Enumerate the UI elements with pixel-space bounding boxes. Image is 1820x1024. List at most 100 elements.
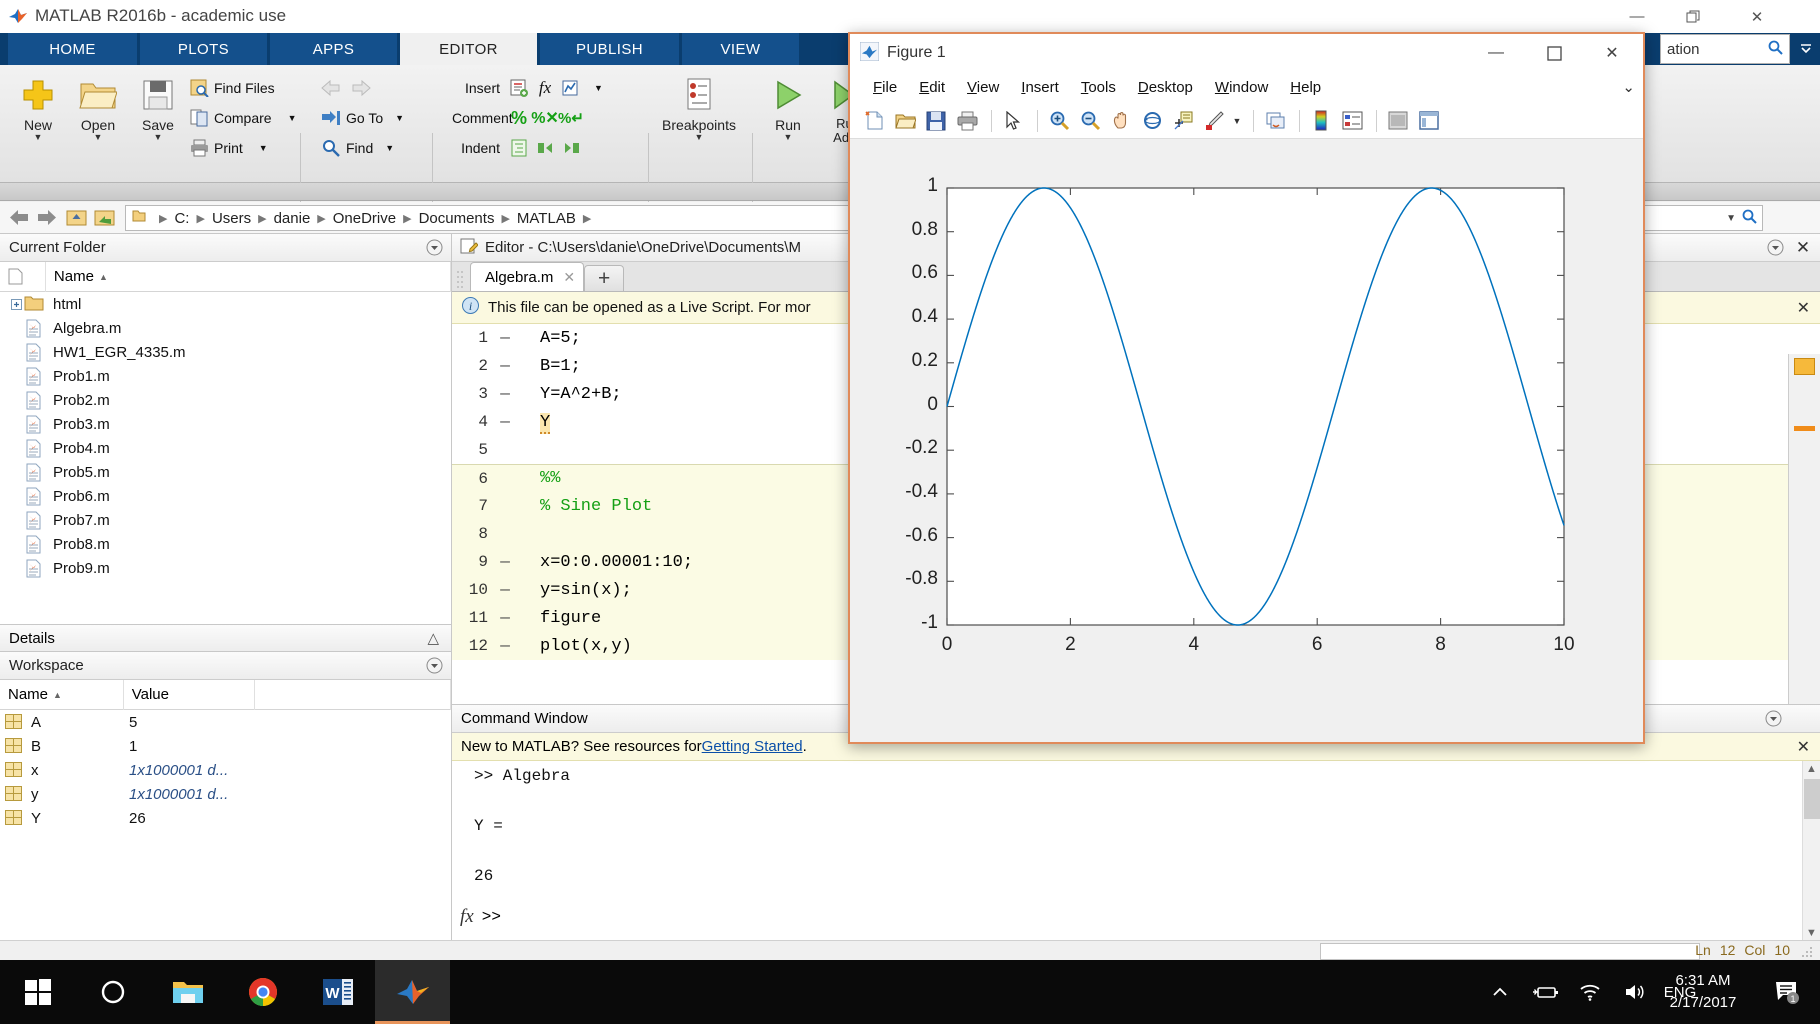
colorbar-icon[interactable] [1307, 108, 1335, 134]
workspace-row[interactable]: y 1x1000001 d... [0, 782, 451, 806]
notifications-button[interactable]: 1 [1762, 960, 1812, 1024]
menu-file[interactable]: File [873, 79, 898, 96]
insert-dropdown-icon[interactable]: ▼ [594, 83, 603, 93]
analyzer-warning-mark[interactable] [1794, 426, 1815, 431]
path-search-icon[interactable] [1741, 208, 1758, 229]
command-window-options-icon[interactable] [1765, 710, 1782, 731]
file-list-item[interactable]: Prob3.m [0, 412, 451, 436]
link-plot-icon[interactable] [1261, 108, 1289, 134]
file-list-item[interactable]: Prob2.m [0, 388, 451, 412]
folder-up-icon[interactable] [66, 208, 88, 231]
print-figure-icon[interactable] [953, 108, 981, 134]
scroll-up-icon[interactable]: ▲ [1806, 763, 1817, 775]
matlab-taskbar-button[interactable] [375, 960, 450, 1024]
close-icon[interactable]: ✕ [563, 268, 576, 285]
new-figure-icon[interactable] [860, 108, 888, 134]
pan-icon[interactable] [1107, 108, 1135, 134]
insert-script-icon[interactable] [508, 78, 530, 98]
workspace-column-value[interactable]: Value [124, 679, 256, 710]
go-to-dropdown-icon[interactable]: ▼ [395, 113, 405, 123]
file-list-item[interactable]: Prob7.m [0, 508, 451, 532]
menu-window[interactable]: Window [1214, 79, 1269, 96]
comment-percent-icon[interactable]: % [510, 107, 527, 128]
ribbon-tab-plots[interactable]: PLOTS [140, 33, 268, 65]
workspace-row[interactable]: Y 26 [0, 806, 451, 830]
print-dropdown-icon[interactable]: ▼ [258, 143, 268, 153]
resize-grip-icon[interactable] [1801, 945, 1814, 962]
column-name[interactable]: Name ▲ [46, 261, 451, 292]
close-button[interactable]: ✕ [1750, 8, 1764, 26]
command-window-scrollbar[interactable]: ▲ ▼ [1802, 761, 1820, 941]
banner-close-icon[interactable]: ✕ [1796, 299, 1810, 317]
scrollbar-thumb[interactable] [1804, 779, 1820, 819]
navigate-back-button[interactable] [320, 75, 346, 101]
editor-options-icon[interactable] [1764, 237, 1786, 259]
breakpoints-button[interactable]: Breakpoints ▼ [660, 73, 738, 142]
file-list-item[interactable]: HW1_EGR_4335.m [0, 340, 451, 364]
file-list-item[interactable]: Prob1.m [0, 364, 451, 388]
figure-minimize-button[interactable]: — [1488, 44, 1504, 61]
find-button[interactable]: Find ▼ [320, 135, 394, 161]
save-button[interactable]: Save ▼ [130, 73, 186, 142]
new-button[interactable]: New ▼ [10, 73, 66, 142]
battery-icon[interactable] [1525, 960, 1565, 1024]
wifi-icon[interactable] [1570, 960, 1610, 1024]
rotate-3d-icon[interactable] [1138, 108, 1166, 134]
ribbon-tab-publish[interactable]: PUBLISH [540, 33, 680, 65]
show-hidden-icons-button[interactable] [1480, 960, 1520, 1024]
navigate-forward-button[interactable] [350, 75, 376, 101]
file-list-item[interactable]: Prob9.m [0, 556, 451, 580]
crumb-documents[interactable]: Documents [418, 209, 495, 227]
print-button[interactable]: Print ▼ [188, 135, 268, 161]
path-dropdown-icon[interactable]: ▼ [1726, 212, 1736, 224]
folder-forward-icon[interactable] [36, 208, 58, 231]
uncomment-icon[interactable]: %✕ [531, 110, 559, 127]
ribbon-tab-editor[interactable]: EDITOR [400, 33, 538, 65]
restore-button[interactable] [1665, 0, 1721, 33]
compare-dropdown-icon[interactable]: ▼ [287, 113, 297, 123]
column-file-icon[interactable] [0, 261, 46, 292]
menu-tools[interactable]: Tools [1080, 79, 1116, 96]
run-dropdown-icon[interactable]: ▼ [783, 132, 793, 142]
menu-desktop[interactable]: Desktop [1137, 79, 1193, 96]
menu-view[interactable]: View [967, 79, 1000, 96]
sine-plot[interactable] [850, 140, 1643, 742]
file-list-item[interactable]: Prob4.m [0, 436, 451, 460]
search-documentation-input[interactable]: ation [1660, 34, 1790, 64]
pointer-icon[interactable] [999, 108, 1027, 134]
run-button[interactable]: Run ▼ [760, 73, 816, 142]
crumb-drive[interactable]: C: [174, 209, 190, 227]
menu-edit[interactable]: Edit [919, 79, 946, 96]
workspace-column-name[interactable]: Name ▲ [0, 679, 124, 710]
brush-dropdown-icon[interactable]: ▼ [1232, 115, 1242, 126]
minimize-button[interactable]: — [1629, 8, 1645, 25]
code-line[interactable]: 1 — A=5; [452, 324, 1820, 352]
new-dropdown-icon[interactable]: ▼ [33, 132, 43, 142]
save-figure-icon[interactable] [922, 108, 950, 134]
fx-icon[interactable]: fx [460, 906, 474, 927]
browse-folder-icon[interactable] [94, 208, 116, 231]
details-collapse-icon[interactable]: △ [427, 630, 439, 647]
menu-insert[interactable]: Insert [1021, 79, 1059, 96]
tab-grip-icon[interactable] [456, 269, 470, 291]
insert-figure-icon[interactable] [560, 78, 582, 98]
file-list-item[interactable]: Prob8.m [0, 532, 451, 556]
ribbon-tab-apps[interactable]: APPS [270, 33, 398, 65]
find-files-button[interactable]: Find Files [188, 75, 275, 101]
find-dropdown-icon[interactable]: ▼ [385, 143, 395, 153]
figure-canvas[interactable]: 1 0.8 0.6 0.4 0.2 0 -0.2 -0.4 -0.6 -0.8 -1 0 2 4 6 8 10 [850, 140, 1643, 742]
workspace-options-icon[interactable] [423, 655, 445, 677]
current-folder-options-icon[interactable] [423, 237, 445, 259]
clock[interactable]: 6:31 AM 2/17/2017 [1648, 970, 1758, 1014]
command-output[interactable]: >> Algebra Y = 26 [452, 761, 1820, 913]
zoom-in-icon[interactable] [1045, 108, 1073, 134]
crumb-danie[interactable]: danie [273, 209, 311, 227]
file-list-item[interactable]: Prob6.m [0, 484, 451, 508]
figure-window[interactable]: Figure 1 — ✕ File Edit View Insert Tools… [848, 32, 1645, 744]
decrease-indent-icon[interactable] [560, 138, 582, 158]
go-to-button[interactable]: Go To ▼ [320, 105, 404, 131]
hide-plot-tools-icon[interactable] [1384, 108, 1412, 134]
compare-button[interactable]: Compare ▼ [188, 105, 297, 131]
insert-function-icon[interactable]: fx [538, 78, 552, 97]
